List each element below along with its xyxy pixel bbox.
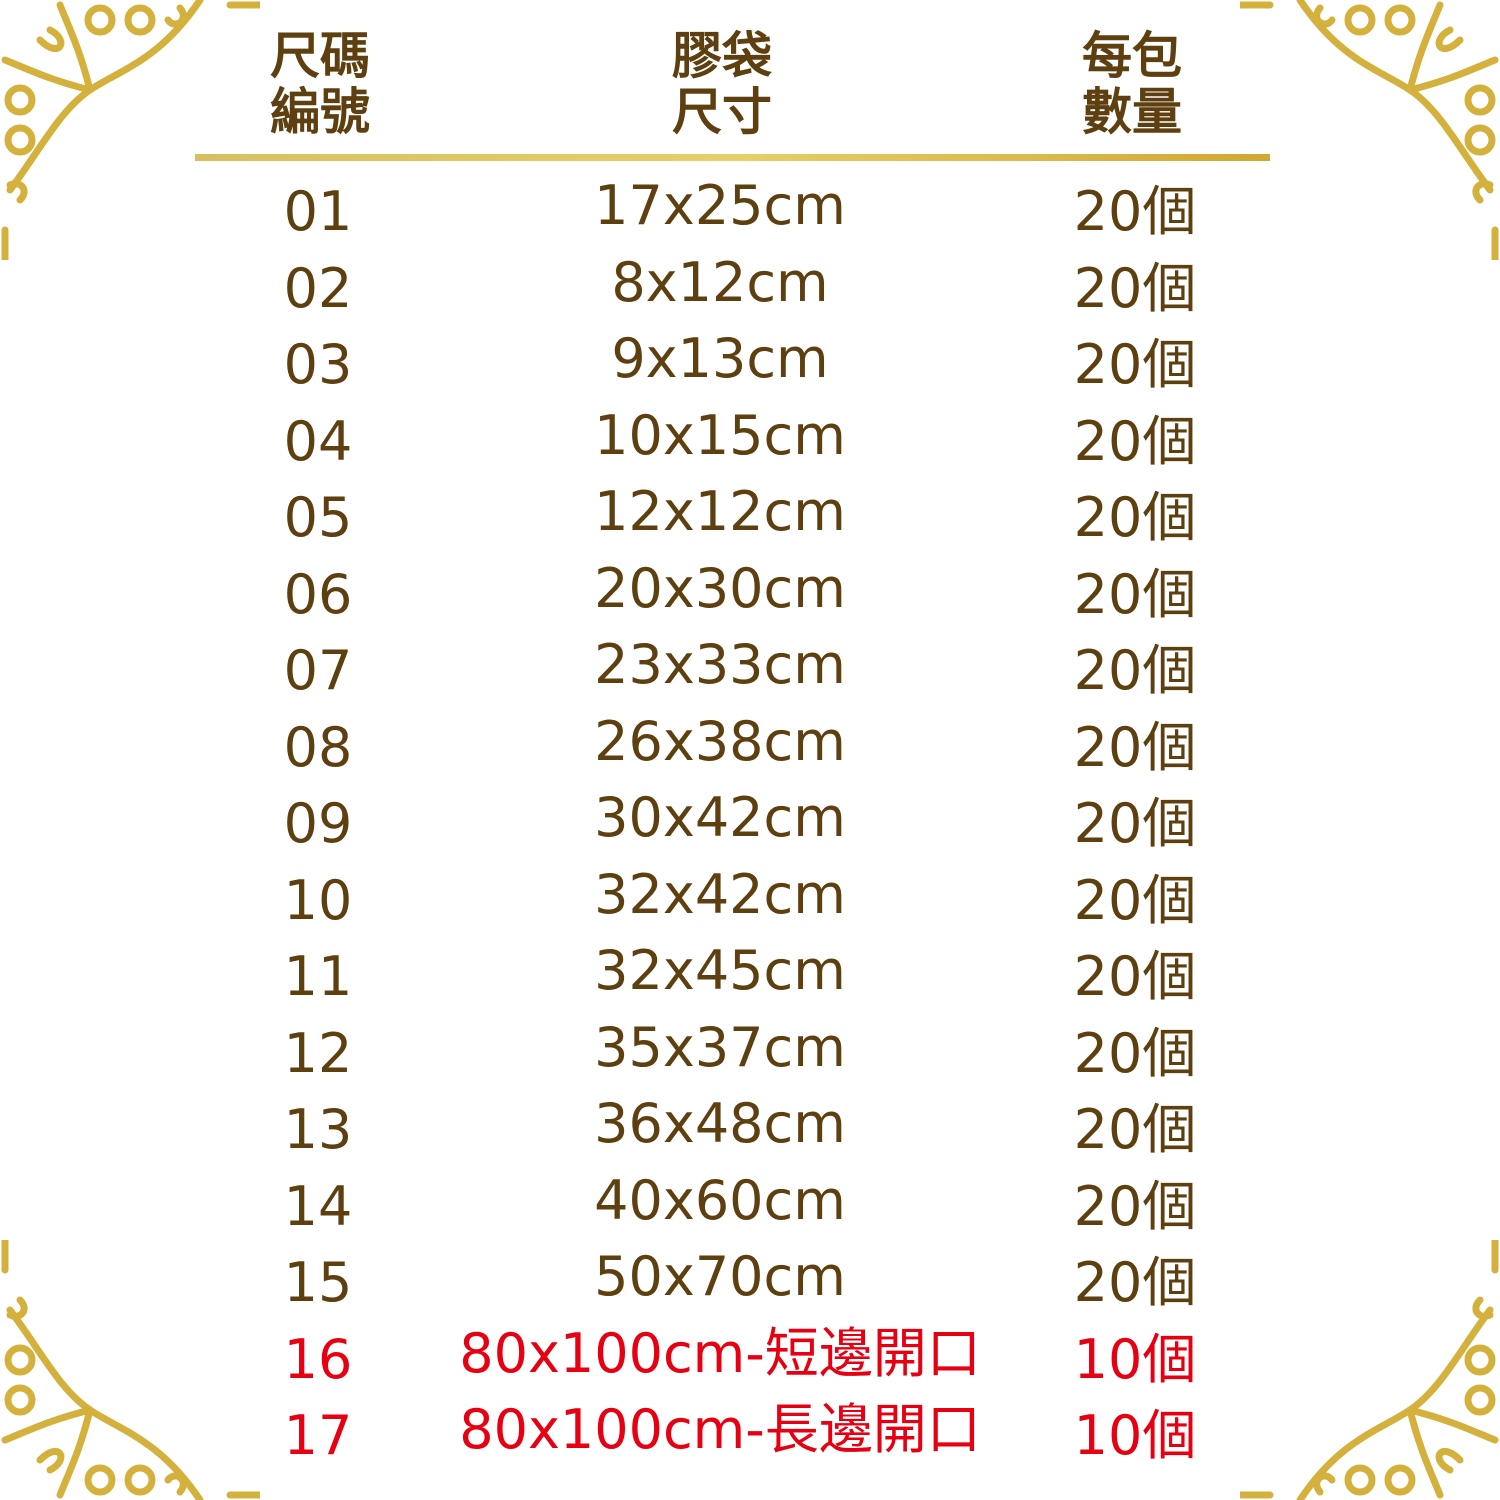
pack-quantity: 20個 [1073,868,1197,932]
table-row: 01 17x25cm 20個 [0,174,1500,250]
size-code: 16 [283,1327,353,1391]
bag-size: 80x100cm-長邊開口 [459,1398,981,1461]
header-code-line1: 尺碼 [270,27,370,85]
size-code: 10 [283,868,353,932]
bag-size: 20x30cm [594,556,846,620]
size-code: 13 [283,1098,353,1161]
bag-size: 12x12cm [594,480,846,543]
size-code: 09 [283,792,353,855]
size-code: 17 [283,1404,353,1467]
size-code: 15 [283,1251,353,1314]
pack-quantity: 20個 [1073,409,1197,473]
table-row: 17 80x100cm-長邊開口 10個 [0,1398,1500,1474]
bag-size: 26x38cm [594,709,846,773]
bag-size: 32x45cm [594,939,846,1002]
table-row: 03 9x13cm 20個 [0,327,1500,403]
table-row: 16 80x100cm-短邊開口 10個 [0,1322,1500,1398]
pack-quantity: 20個 [1073,486,1197,549]
size-code: 01 [283,180,353,243]
header-code: 尺碼 編號 [170,28,470,140]
bag-size: 9x13cm [611,327,829,390]
table-row: 08 26x38cm 20個 [0,710,1500,786]
pack-quantity: 10個 [1073,1327,1197,1391]
header-qty-line1: 每包 [1082,27,1182,85]
pack-quantity: 20個 [1073,945,1197,1008]
header-size-line2: 尺寸 [672,83,772,141]
table-row: 12 35x37cm 20個 [0,1016,1500,1092]
pack-quantity: 20個 [1073,1251,1197,1314]
table-row: 07 23x33cm 20個 [0,633,1500,709]
table-row: 11 32x45cm 20個 [0,939,1500,1015]
bag-size: 30x42cm [594,786,846,849]
table-row: 05 12x12cm 20個 [0,480,1500,556]
bag-size: 10x15cm [594,403,846,467]
size-code: 03 [283,333,353,396]
size-code: 12 [283,1021,353,1085]
table-row: 06 20x30cm 20個 [0,557,1500,633]
table-row: 13 36x48cm 20個 [0,1092,1500,1168]
header-qty-line2: 數量 [1082,83,1182,141]
table-row: 02 8x12cm 20個 [0,251,1500,327]
table-row: 15 50x70cm 20個 [0,1245,1500,1321]
size-code: 06 [283,562,353,626]
table-row: 10 32x42cm 20個 [0,863,1500,939]
size-code: 11 [283,945,353,1008]
size-code: 07 [283,639,353,702]
bag-size: 8x12cm [611,250,829,314]
header-code-line2: 編號 [270,83,370,141]
size-code: 04 [283,409,353,473]
bag-size: 32x42cm [594,862,846,926]
pack-quantity: 20個 [1073,333,1197,396]
pack-quantity: 20個 [1073,1021,1197,1085]
pack-quantity: 20個 [1073,256,1197,320]
header-size-line1: 膠袋 [672,27,772,85]
table-row: 14 40x60cm 20個 [0,1169,1500,1245]
bag-size: 50x70cm [594,1245,846,1308]
bag-size: 80x100cm-短邊開口 [459,1321,981,1385]
header-size: 膠袋 尺寸 [572,28,872,140]
table-row: 09 30x42cm 20個 [0,786,1500,862]
size-code: 14 [283,1174,353,1238]
header-qty: 每包 數量 [982,28,1282,140]
size-code: 08 [283,715,353,779]
table-row: 04 10x15cm 20個 [0,404,1500,480]
pack-quantity: 20個 [1073,792,1197,855]
size-code: 05 [283,486,353,549]
pack-quantity: 20個 [1073,639,1197,702]
bag-size: 23x33cm [594,633,846,696]
pack-quantity: 20個 [1073,562,1197,626]
size-code: 02 [283,256,353,320]
header-divider [195,154,1270,161]
pack-quantity: 20個 [1073,1174,1197,1238]
pack-quantity: 20個 [1073,715,1197,779]
bag-size: 17x25cm [594,174,846,237]
bag-size: 35x37cm [594,1015,846,1079]
pack-quantity: 10個 [1073,1404,1197,1467]
pack-quantity: 20個 [1073,1098,1197,1161]
bag-size: 40x60cm [594,1168,846,1232]
bag-size: 36x48cm [594,1092,846,1155]
pack-quantity: 20個 [1073,180,1197,243]
